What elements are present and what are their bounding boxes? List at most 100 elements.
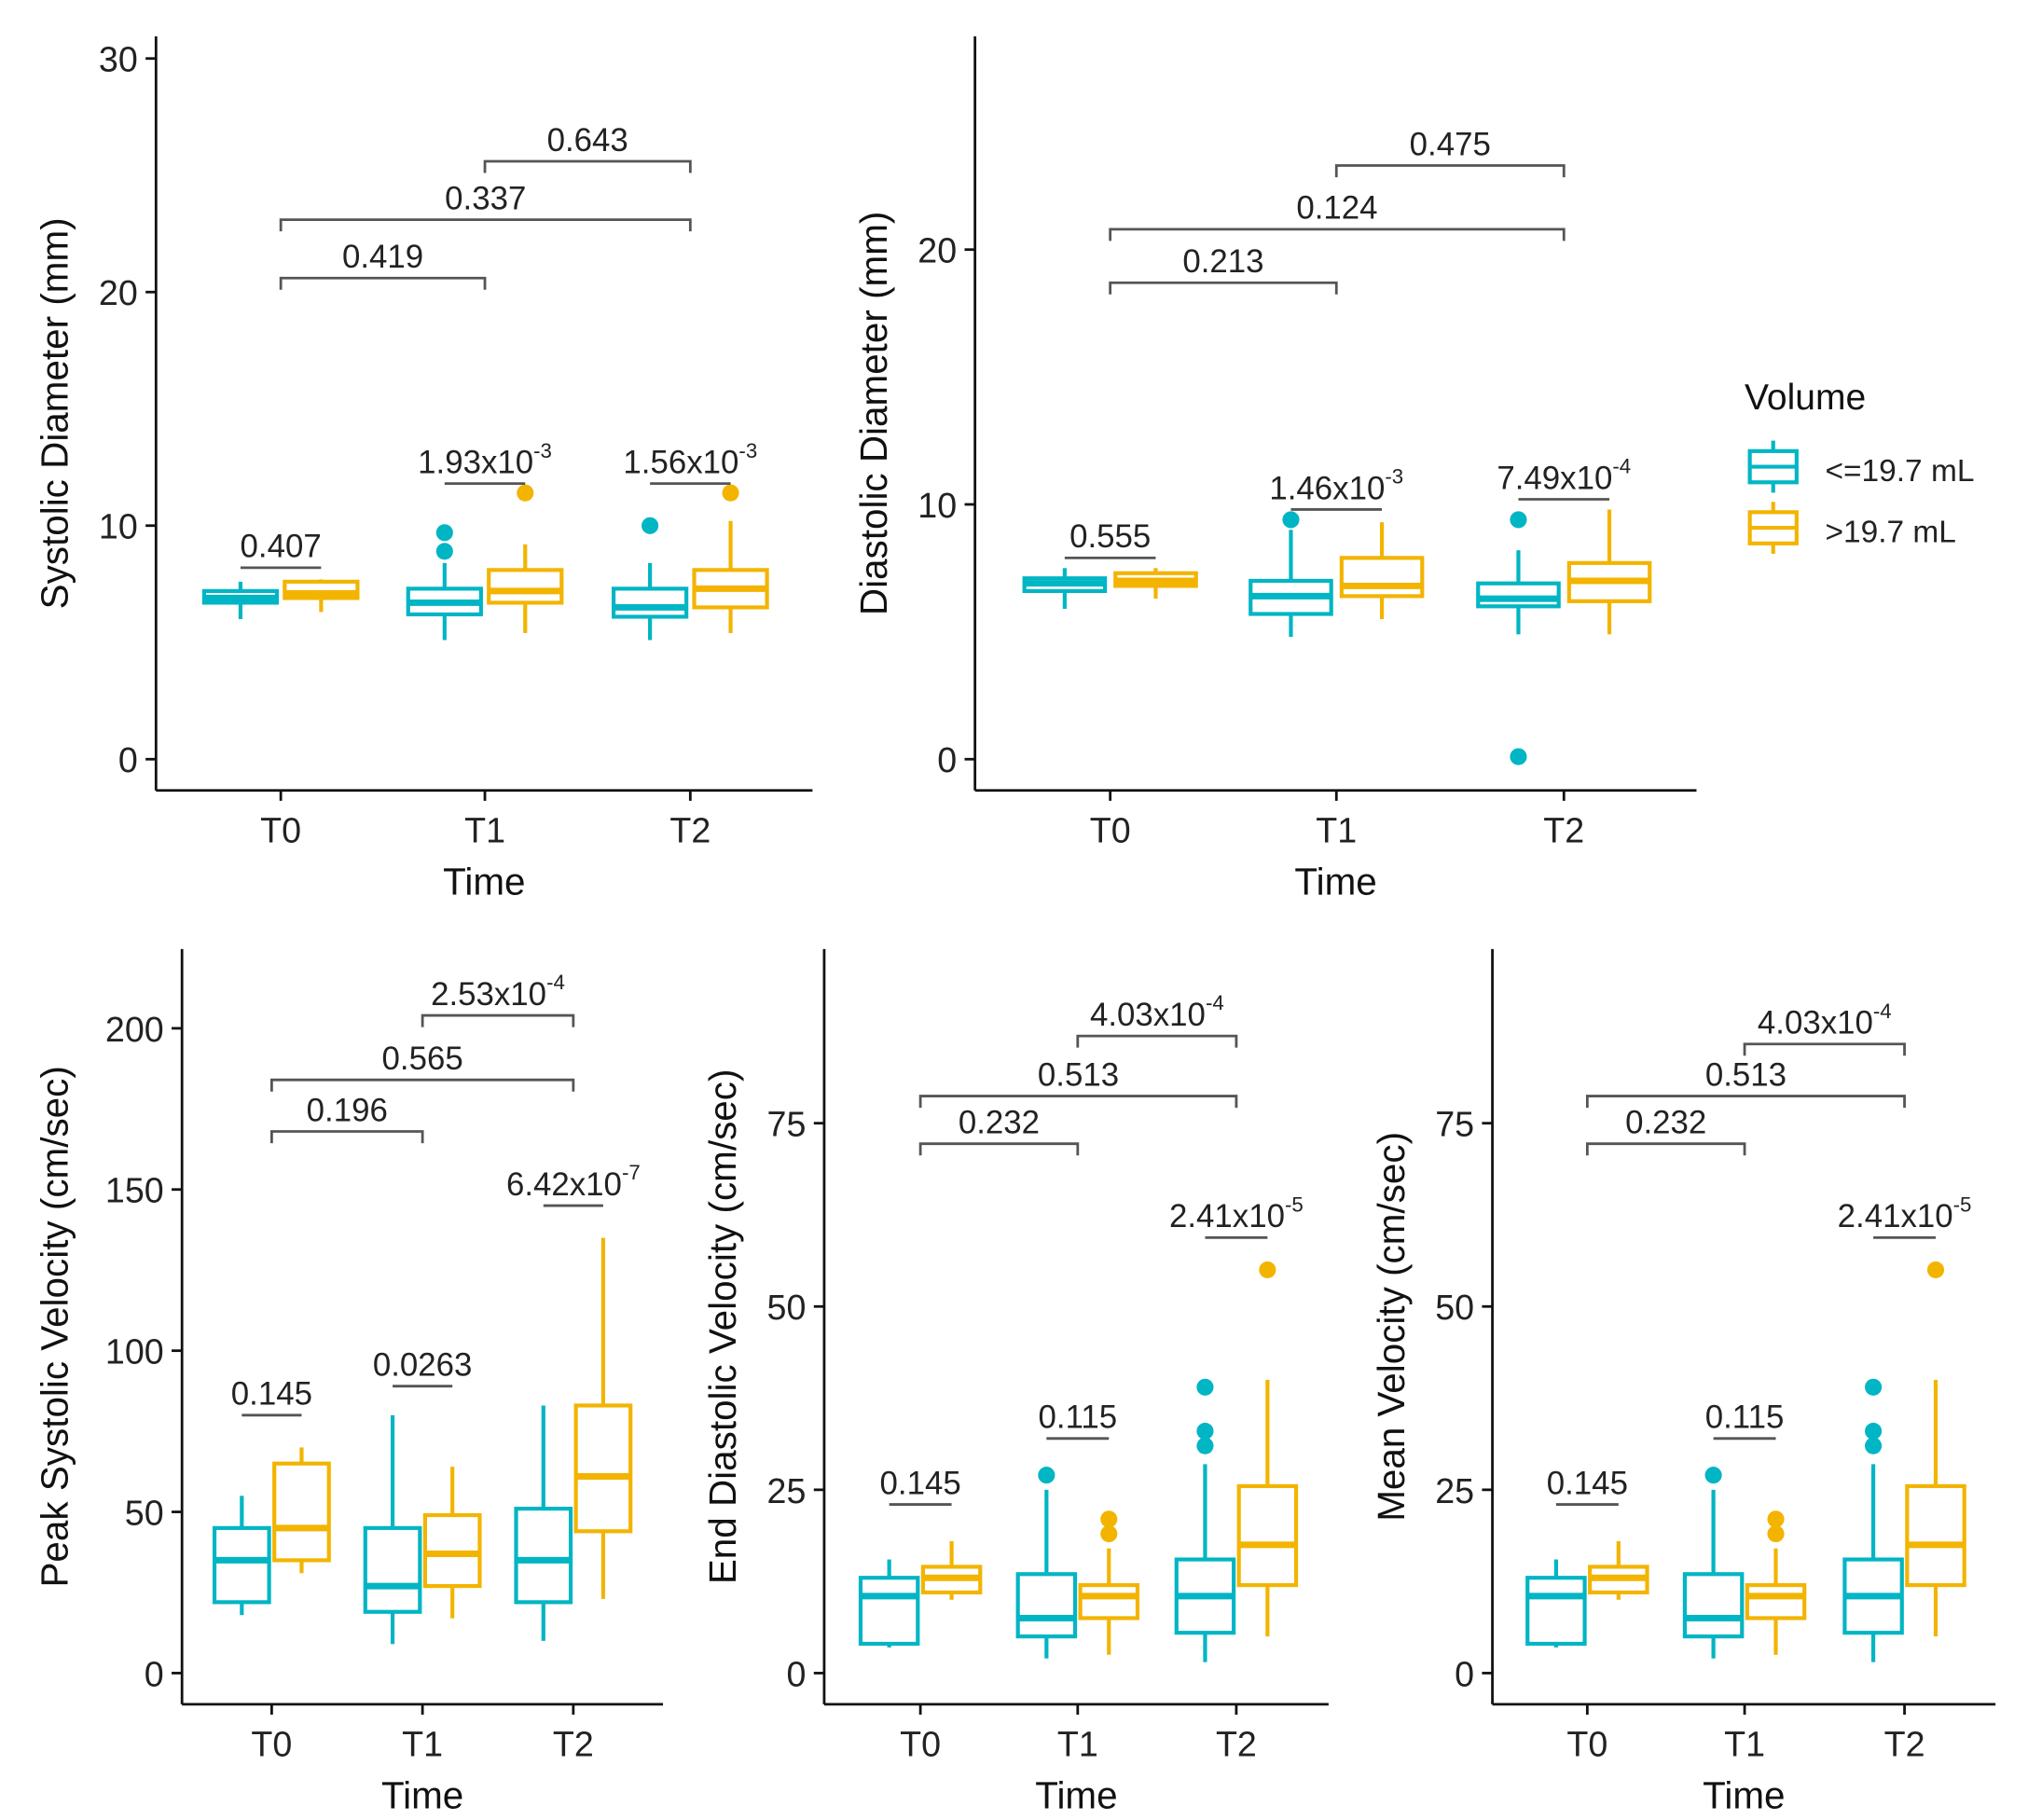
outlier-point	[1196, 1422, 1214, 1441]
bracket-line	[918, 1142, 1080, 1156]
box-group1-T2	[514, 1405, 573, 1641]
x-tick-label: T0	[251, 1725, 292, 1764]
pvalue-base: 1.93x10	[418, 445, 533, 481]
outlier-point	[517, 484, 534, 502]
pvalue-label: 0.0263	[373, 1347, 473, 1384]
y-tick-label: 10	[99, 507, 138, 546]
legend-key-group2	[1747, 502, 1799, 554]
pvalue-base: 0.196	[307, 1092, 388, 1128]
pvalue-base: 4.03x10	[1758, 1005, 1873, 1041]
outlier-point	[1704, 1467, 1722, 1484]
pvalue-label: 7.49x10-4	[1497, 455, 1631, 497]
pvalue-bracket: 0.124	[1109, 190, 1566, 241]
pvalue-bracket: 6.42x10-7	[506, 1161, 641, 1207]
legend-label-group1: <=19.7 mL	[1826, 454, 1975, 489]
pvalue-bracket: 0.196	[270, 1092, 424, 1144]
pvalue-base: 0.643	[547, 122, 628, 159]
pvalue-bracket: 0.115	[1705, 1399, 1784, 1441]
pvalue-bracket: 2.53x10-4	[421, 971, 575, 1027]
panel-5: 0 25 50 75 T0 T1 T2 Time Mean Velocity (cm/sec) 0…	[1370, 948, 1996, 1816]
pvalue-base: 0.145	[880, 1465, 961, 1501]
y-tick-label: 0	[145, 1654, 164, 1693]
pvalue-base: 0.555	[1069, 518, 1151, 555]
outlier-point	[1196, 1378, 1214, 1396]
pvalue-base: 2.41x10	[1169, 1198, 1285, 1234]
pvalue-bracket: 0.643	[483, 122, 692, 173]
box-group1-T0	[212, 1496, 271, 1616]
pvalue-label: 0.232	[959, 1105, 1040, 1141]
box-iqr	[573, 1403, 633, 1534]
outlier-point	[1767, 1510, 1785, 1528]
pvalue-bracket: 0.407	[241, 529, 322, 570]
pvalue-label: 0.555	[1069, 518, 1151, 555]
pvalue-base: 0.115	[1039, 1399, 1118, 1436]
pvalue-bracket: 0.232	[918, 1105, 1080, 1156]
box-iqr	[272, 1461, 331, 1563]
outlier-point	[1767, 1524, 1785, 1543]
x-tick-label: T2	[1216, 1725, 1257, 1764]
outlier-point	[1865, 1422, 1883, 1441]
x-tick-label: T2	[1543, 810, 1584, 849]
outlier-point	[1865, 1437, 1883, 1455]
pvalue-label: 0.643	[547, 122, 628, 159]
pvalue-label: 1.93x10-3	[418, 439, 552, 481]
pvalue-base: 0.565	[382, 1041, 463, 1077]
pvalue-label: 2.41x10-5	[1169, 1193, 1304, 1234]
x-axis-title: Time	[381, 1773, 463, 1816]
box-group1-T2	[1842, 1378, 1904, 1662]
y-tick-label: 200	[105, 1010, 164, 1049]
pvalue-label: 0.513	[1038, 1056, 1119, 1093]
x-tick-label: T0	[1566, 1725, 1607, 1764]
pvalue-bracket: 0.213	[1109, 243, 1338, 295]
bracket-line	[1585, 1142, 1746, 1156]
pvalue-bracket: 0.555	[1064, 518, 1156, 559]
box-iqr	[1476, 581, 1561, 609]
pvalue-label: 1.46x10-3	[1269, 465, 1403, 507]
bracket-line	[918, 1095, 1238, 1109]
pvalue-label: 0.232	[1625, 1105, 1706, 1141]
box-group2-T2	[1236, 1261, 1299, 1637]
outlier-point	[722, 484, 739, 502]
outlier-point	[1196, 1437, 1214, 1455]
pvalue-exponent: -5	[1953, 1193, 1972, 1216]
box-group1-T1	[363, 1414, 422, 1645]
x-tick-label: T2	[669, 810, 710, 849]
outlier-point	[1865, 1378, 1883, 1396]
bracket-line	[1743, 1042, 1906, 1056]
box-group1-T2	[1174, 1378, 1236, 1662]
legend-entry-group2: >19.7 mL	[1747, 502, 1956, 554]
pvalue-bracket: 1.93x10-3	[418, 439, 552, 486]
x-tick-label: T2	[1884, 1725, 1925, 1764]
pvalue-bracket: 0.145	[231, 1376, 312, 1417]
box-iqr	[1015, 1572, 1078, 1639]
box-group2-T1	[422, 1467, 482, 1619]
pvalue-bracket: 0.565	[270, 1041, 575, 1092]
pvalue-bracket: 7.49x10-4	[1497, 455, 1631, 501]
box-group2-T1	[487, 484, 564, 633]
outlier-point	[1510, 748, 1527, 765]
pvalue-label: 0.565	[382, 1041, 463, 1077]
pvalue-exponent: -4	[1873, 1000, 1892, 1023]
pvalue-bracket: 2.41x10-5	[1169, 1193, 1304, 1239]
box-iqr	[212, 1525, 271, 1605]
x-tick-label: T1	[1057, 1725, 1098, 1764]
x-tick-label: T2	[553, 1725, 594, 1764]
box-group2-T0	[920, 1540, 983, 1600]
pvalue-bracket: 4.03x10-4	[1743, 1000, 1906, 1056]
pvalue-label: 4.03x10-4	[1758, 1000, 1892, 1041]
pvalue-bracket: 0.232	[1585, 1105, 1746, 1156]
box-iqr	[363, 1525, 422, 1614]
box-iqr	[1745, 1582, 1807, 1620]
y-tick-label: 20	[99, 273, 138, 312]
box-group2-T1	[1745, 1510, 1807, 1655]
pvalue-label: 6.42x10-7	[506, 1161, 641, 1203]
box-group2-T0	[283, 579, 360, 613]
box-group1-T1	[1682, 1467, 1745, 1659]
pvalue-exponent: -4	[1206, 991, 1224, 1014]
box-group1-T1	[1015, 1467, 1078, 1659]
x-tick-label: T0	[900, 1725, 941, 1764]
pvalue-bracket: 0.145	[880, 1465, 961, 1506]
box-group2-T0	[272, 1447, 331, 1574]
box-group2-T1	[1339, 522, 1425, 619]
pvalue-base: 2.41x10	[1838, 1198, 1953, 1234]
